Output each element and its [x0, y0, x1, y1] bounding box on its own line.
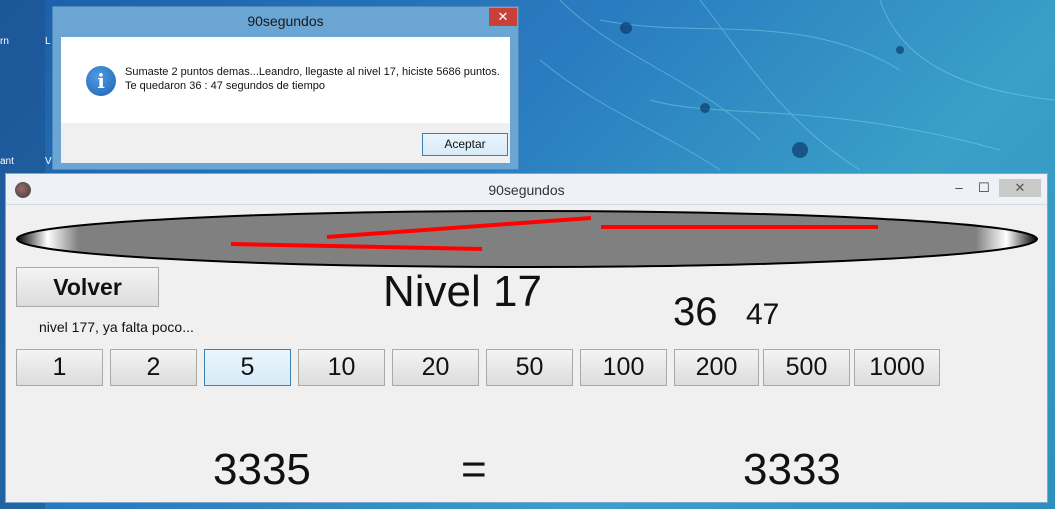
hint-text: nivel 177, ya falta poco...	[39, 319, 194, 335]
dialog-footer: Aceptar	[61, 123, 510, 163]
close-button[interactable]: ✕	[999, 179, 1041, 197]
countdown-ellipse	[16, 210, 1038, 268]
timer-line	[326, 216, 592, 239]
desktop-icon-label[interactable]: V	[45, 156, 52, 167]
equals-sign: =	[461, 445, 487, 494]
number-button-20[interactable]: 20	[392, 349, 479, 386]
number-button-10[interactable]: 10	[298, 349, 385, 386]
maximize-button[interactable]: ☐	[978, 180, 990, 195]
desktop-icon-label[interactable]: rn	[0, 36, 9, 47]
number-button-50[interactable]: 50	[486, 349, 573, 386]
target-number: 3333	[743, 445, 841, 494]
number-button-500[interactable]: 500	[763, 349, 850, 386]
message-dialog: 90segundos ✕ i Sumaste 2 puntos demas...…	[52, 6, 519, 170]
sum-total: 3335	[213, 445, 311, 494]
time-seconds: 36	[673, 290, 718, 334]
number-button-1000[interactable]: 1000	[854, 349, 940, 386]
dialog-message: Sumaste 2 puntos demas...Leandro, llegas…	[125, 66, 500, 92]
game-area: Volver Nivel 17 nivel 177, ya falta poco…	[11, 207, 1042, 499]
back-button[interactable]: Volver	[16, 267, 159, 307]
number-button-2[interactable]: 2	[110, 349, 197, 386]
main-window: 90segundos – ☐ ✕ Vol	[5, 173, 1048, 503]
minimize-button[interactable]: –	[955, 180, 963, 195]
desktop-icon-label[interactable]: ant	[0, 156, 14, 167]
timer-line	[230, 242, 483, 251]
dialog-close-button[interactable]: ✕	[489, 8, 517, 26]
time-hundredths: 47	[746, 298, 780, 331]
title-bar[interactable]: 90segundos – ☐ ✕	[6, 174, 1047, 205]
accept-button[interactable]: Aceptar	[422, 133, 508, 156]
number-button-200[interactable]: 200	[674, 349, 759, 386]
timer-lines	[230, 216, 878, 251]
dialog-body: i Sumaste 2 puntos demas...Leandro, lleg…	[61, 37, 510, 123]
info-icon: i	[86, 66, 116, 96]
window-title: 90segundos	[488, 182, 565, 198]
app-icon	[15, 182, 31, 198]
number-button-100[interactable]: 100	[580, 349, 667, 386]
dialog-title: 90segundos	[247, 13, 324, 29]
desktop-icon-label[interactable]: L	[45, 36, 51, 47]
level-label: Nivel 17	[383, 267, 542, 316]
number-button-1[interactable]: 1	[16, 349, 103, 386]
number-button-5[interactable]: 5	[204, 349, 291, 386]
